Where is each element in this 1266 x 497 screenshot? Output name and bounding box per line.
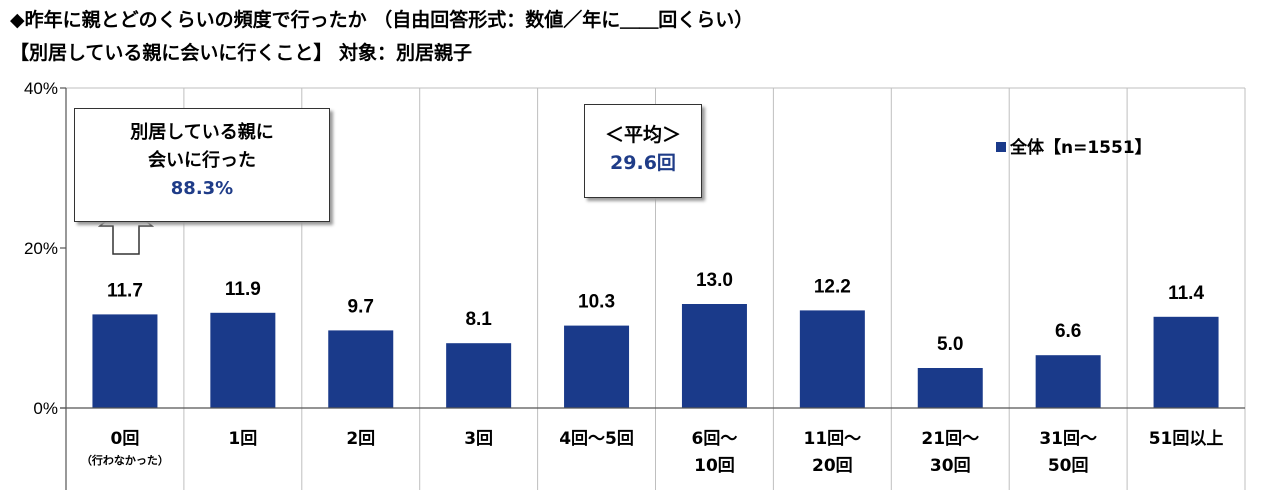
annotation-line1: 別居している親に [130, 122, 274, 143]
chart-title-line1: ◆昨年に親とどのくらいの頻度で行ったか （自由回答形式：数値／年に＿＿回くらい） [10, 9, 754, 31]
category-label: 10回 [694, 456, 735, 476]
legend: 全体【n=1551】 [996, 133, 1152, 158]
value-labels: 11.7 11.9 9.7 8.1 10.3 13.0 12.2 5.0 6.6 11.4 [107, 270, 1204, 355]
category-label: 20回 [812, 456, 853, 476]
bar [92, 314, 158, 408]
value-label: 10.3 [578, 292, 615, 313]
category-labels: 0回 （行わなかった） 1回 2回 3回 4回～5回 6回～ 10回 11回～ 20回 21回～ 30… [81, 429, 1223, 476]
bar [681, 304, 747, 408]
value-label: 11.9 [225, 279, 261, 300]
annotation-value: 88.3% [170, 178, 234, 199]
bar [917, 368, 983, 408]
value-label: 12.2 [814, 276, 851, 297]
value-label: 8.1 [465, 309, 492, 330]
value-label: 9.7 [348, 296, 374, 317]
legend-swatch [996, 142, 1006, 152]
bar [446, 343, 512, 408]
value-label: 11.7 [107, 280, 143, 301]
axes [60, 87, 1245, 490]
y-tick-label: 0% [33, 399, 58, 418]
bar [328, 330, 394, 408]
bar [1153, 316, 1219, 408]
bar [799, 310, 865, 408]
bar [1035, 355, 1101, 408]
category-label: 51回以上 [1149, 429, 1224, 449]
category-label: 6回～ [692, 429, 738, 449]
value-label: 13.0 [696, 270, 733, 291]
category-label: 3回 [464, 429, 493, 449]
y-tick-label: 20% [24, 239, 58, 258]
legend-label: 全体【n=1551】 [1010, 138, 1152, 158]
bars [92, 304, 1219, 408]
category-label: 50回 [1048, 456, 1089, 476]
category-label: 4回～5回 [559, 429, 634, 449]
category-label: 11回～ [804, 429, 862, 449]
average-label: ＜平均＞ [604, 124, 681, 146]
category-label: 31回～ [1039, 429, 1097, 449]
annotation-visited-parents: 別居している親に 会いに行った 88.3% [74, 108, 330, 222]
value-label: 5.0 [937, 334, 963, 355]
category-label: 2回 [346, 429, 375, 449]
chart-title-line2: 【別居している親に会いに行くこと】 対象：別居親子 [10, 42, 473, 64]
category-label: 0回 [111, 429, 140, 449]
value-label: 6.6 [1055, 321, 1081, 342]
annotation-line2: 会いに行った [148, 150, 256, 171]
category-label: 30回 [930, 456, 971, 476]
bar [210, 312, 276, 408]
category-label: 1回 [228, 429, 257, 449]
annotation-average: ＜平均＞ 29.6回 [584, 104, 702, 198]
y-tick-label: 40% [24, 79, 58, 98]
category-label: （行わなかった） [81, 453, 169, 467]
category-label: 21回～ [921, 429, 979, 449]
bar [564, 325, 630, 408]
average-value: 29.6回 [610, 152, 676, 174]
tick-labels: 0% 20% 40% [24, 79, 58, 418]
value-label: 11.4 [1168, 283, 1204, 304]
